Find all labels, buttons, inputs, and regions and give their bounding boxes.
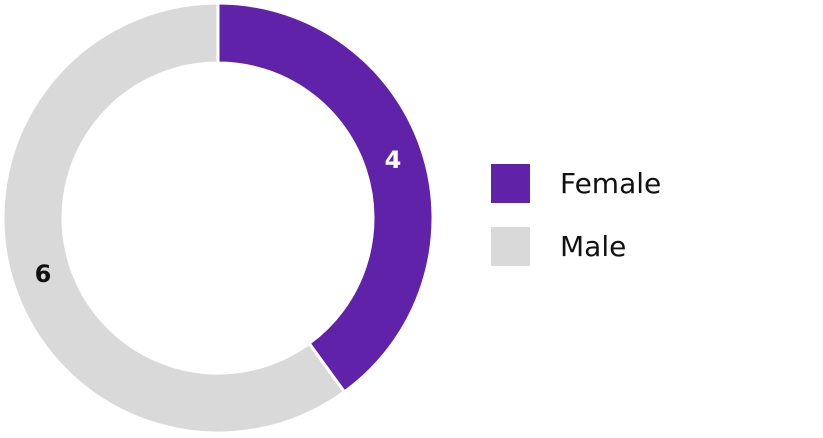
legend-swatch <box>491 227 530 266</box>
legend-label: Female <box>560 167 661 200</box>
donut-slice <box>1 1 347 435</box>
legend-swatch <box>491 164 530 203</box>
legend-label: Male <box>560 230 626 263</box>
slice-label: 4 <box>385 146 402 174</box>
slice-label: 6 <box>35 260 52 288</box>
donut-slice <box>216 1 435 395</box>
